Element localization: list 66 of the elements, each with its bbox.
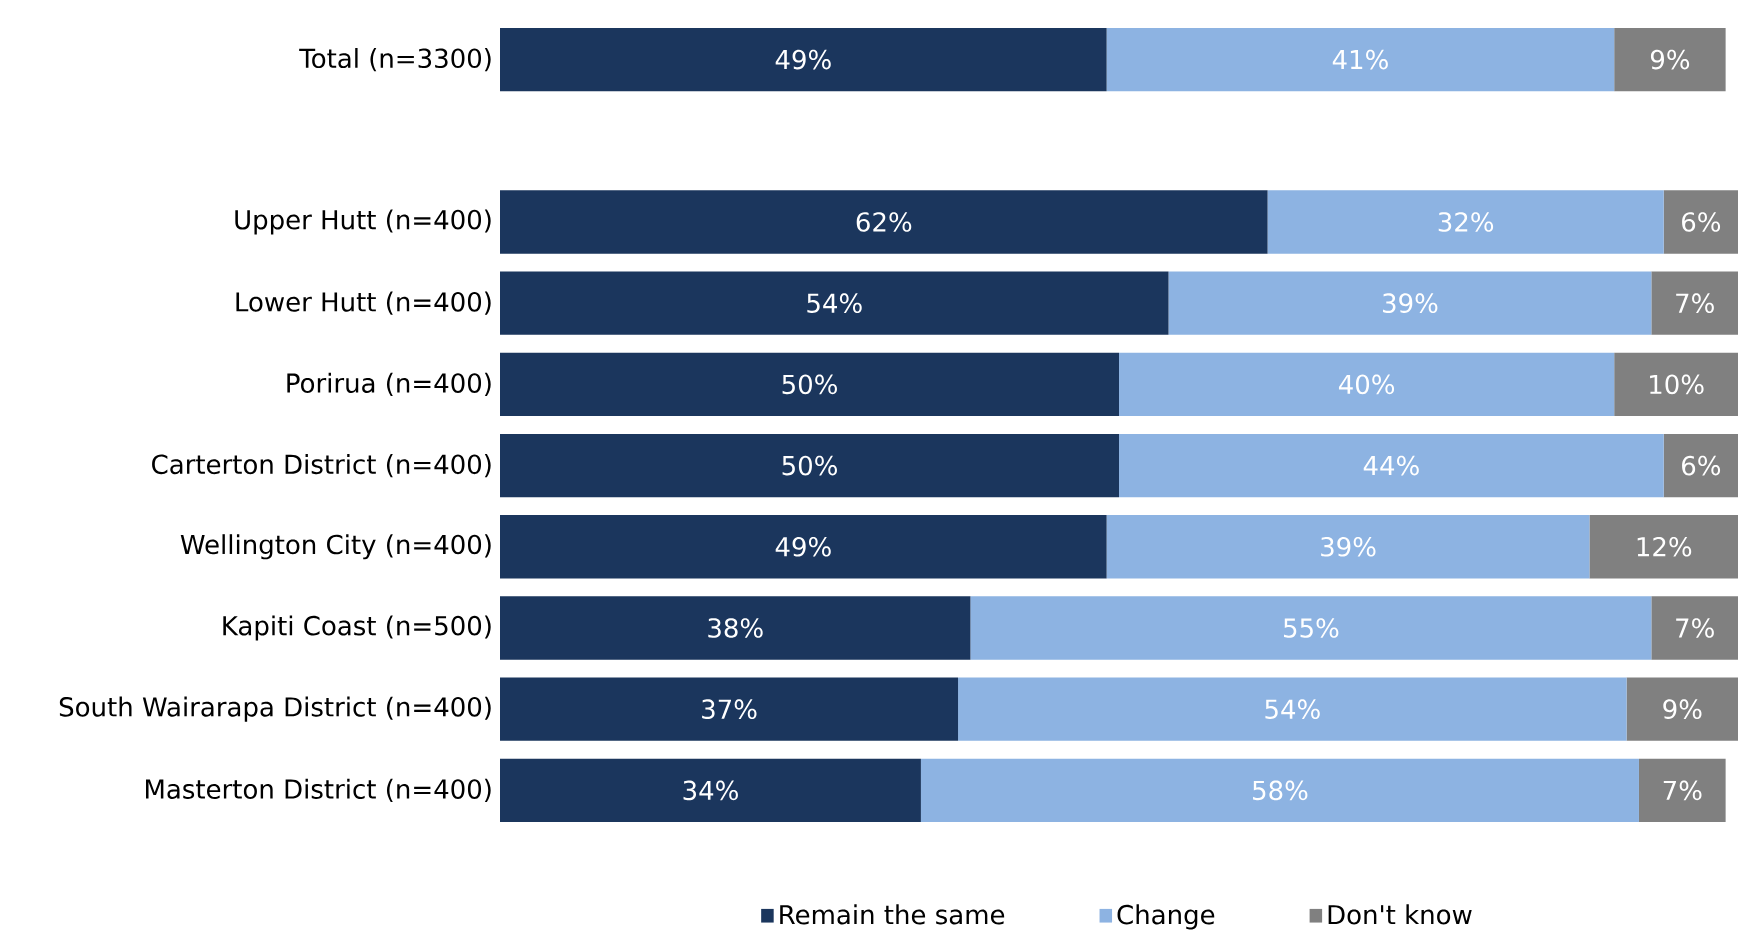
- data-label: 9%: [1650, 49, 1690, 70]
- data-label: 55%: [1284, 618, 1339, 638]
- data-label: 32%: [1438, 212, 1494, 232]
- data-label: 10%: [1650, 374, 1704, 395]
- data-label: 40%: [1338, 374, 1395, 395]
- bar: [500, 27, 1107, 92]
- bar: [1651, 596, 1738, 660]
- bar: [1626, 677, 1738, 741]
- data-label: 50%: [782, 455, 837, 476]
- bar: [920, 758, 1639, 823]
- legend-label: Remain the same: [780, 904, 1005, 925]
- data-label: 58%: [1253, 780, 1308, 801]
- data-label: 54%: [807, 293, 862, 314]
- bar: [500, 596, 971, 660]
- data-label: 38%: [708, 618, 763, 638]
- bar: [1663, 190, 1738, 254]
- bar: [1119, 352, 1615, 417]
- y-tick-label: Upper Hutt (n=400): [235, 209, 491, 235]
- y-tick-label: South Wairarapa District (n=400): [59, 696, 491, 722]
- bar: [500, 271, 1169, 335]
- bar: [500, 515, 1107, 579]
- bar: [1106, 515, 1590, 579]
- bar: [500, 758, 921, 823]
- data-label: 12%: [1637, 536, 1692, 557]
- bar: [1119, 433, 1664, 498]
- y-tick-label: Carterton District (n=400): [152, 453, 491, 478]
- data-label: 34%: [683, 780, 738, 801]
- data-label: 49%: [775, 536, 831, 557]
- bar: [1614, 352, 1738, 417]
- y-tick-label: Kapiti Coast (n=500): [223, 615, 491, 641]
- bar: [970, 596, 1652, 660]
- bar: [1589, 515, 1738, 579]
- data-label: 54%: [1265, 699, 1320, 720]
- y-tick-label: Wellington City (n=400): [180, 534, 491, 560]
- bar: [1106, 27, 1615, 92]
- y-tick-label: Lower Hutt (n=400): [236, 291, 491, 315]
- data-label: 44%: [1363, 455, 1419, 476]
- data-label: 7%: [1676, 293, 1714, 314]
- data-label: 37%: [702, 699, 757, 720]
- data-label: 7%: [1663, 780, 1702, 801]
- y-tick-label: Porirua (n=400): [287, 372, 491, 396]
- bar: [958, 677, 1627, 741]
- data-label: 50%: [782, 374, 837, 395]
- bar: [1168, 271, 1652, 335]
- bar: [1663, 433, 1738, 498]
- bar: [500, 433, 1119, 498]
- data-label: 6%: [1682, 455, 1721, 476]
- bar: [1651, 271, 1738, 335]
- bar: [1267, 190, 1664, 254]
- data-label: 6%: [1682, 212, 1721, 232]
- data-label: 39%: [1383, 293, 1438, 314]
- y-tick-label: Total (n=3300): [299, 47, 491, 72]
- data-label: 39%: [1321, 536, 1376, 557]
- bar: [500, 352, 1119, 417]
- y-tick-label: Masterton District (n=400): [146, 778, 491, 802]
- bar: [1614, 27, 1726, 92]
- data-label: 9%: [1663, 699, 1702, 720]
- bar: [1638, 758, 1726, 823]
- data-label: 7%: [1676, 618, 1714, 638]
- bar: [500, 190, 1268, 254]
- legend-label: Change: [1117, 904, 1215, 930]
- data-label: 49%: [775, 49, 831, 70]
- bar: [500, 677, 959, 741]
- data-label: 62%: [856, 212, 912, 232]
- data-label: 41%: [1332, 49, 1388, 70]
- legend-label: Don't know: [1328, 904, 1472, 925]
